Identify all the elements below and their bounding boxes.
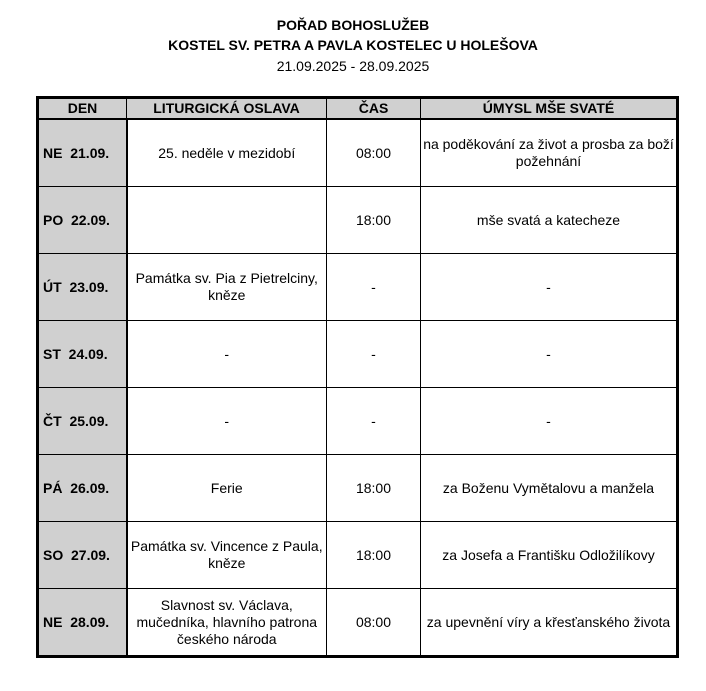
intention-cell: za Boženu Vymětalovu a manžela: [420, 454, 678, 522]
feast-cell: Ferie: [126, 454, 327, 522]
table-header: DEN LITURGICKÁ OSLAVA ČAS ÚMYSL MŠE SVAT…: [37, 97, 678, 120]
column-header: ÚMYSL MŠE SVATÉ: [420, 97, 678, 120]
table-row: NE 21.09. 25. neděle v mezidobí 08:00 na po…: [37, 118, 678, 187]
table-row: NE 28.09. Slavnost sv. Václava, mučedníka…: [37, 588, 678, 657]
feast-cell: Památka sv. Pia z Pietrelciny, kněze: [126, 253, 327, 321]
column-header: ČAS: [326, 97, 421, 120]
schedule-table: DEN LITURGICKÁ OSLAVA ČAS ÚMYSL MŠE SVAT…: [36, 96, 679, 658]
date-range: 21.09.2025 - 28.09.2025: [276, 58, 430, 74]
table-row: ÚT 23.09. Památka sv. Pia z Pietrelciny, …: [37, 253, 678, 321]
feast-cell: 25. neděle v mezidobí: [126, 118, 327, 187]
page-title: POŘAD BOHOSLUŽEB: [276, 17, 430, 33]
intention-cell: -: [420, 253, 678, 321]
day-cell: NE 21.09.: [37, 118, 128, 187]
table-row: ČT 25.09. - - -: [37, 387, 678, 455]
intention-cell: -: [420, 320, 678, 388]
time-cell: -: [326, 253, 421, 321]
column-header: LITURGICKÁ OSLAVA: [126, 97, 327, 120]
day-cell: PÁ 26.09.: [37, 454, 128, 522]
intention-cell: -: [420, 387, 678, 455]
table-row: ST 24.09. - - -: [37, 320, 678, 388]
feast-cell: -: [126, 320, 327, 388]
time-cell: 08:00: [326, 588, 421, 657]
intention-cell: mše svatá a katecheze: [420, 186, 678, 254]
intention-cell: na poděkování za život a prosba za boží …: [420, 118, 678, 187]
time-cell: 18:00: [326, 454, 421, 522]
day-cell: NE 28.09.: [37, 588, 128, 657]
feast-cell: [126, 186, 327, 254]
time-cell: -: [326, 320, 421, 388]
day-cell: ÚT 23.09.: [37, 253, 128, 321]
table-row: PÁ 26.09. Ferie 18:00 za Boženu Vymětalovu …: [37, 454, 678, 522]
day-cell: ČT 25.09.: [37, 387, 128, 455]
feast-cell: Památka sv. Vincence z Paula, kněze: [126, 521, 327, 589]
day-cell: SO 27.09.: [37, 521, 128, 589]
time-cell: 08:00: [326, 118, 421, 187]
church-name: KOSTEL SV. PETRA A PAVLA KOSTELEC U HOLE…: [168, 37, 538, 53]
time-cell: 18:00: [326, 521, 421, 589]
table-row: SO 27.09. Památka sv. Vincence z Paula, k…: [37, 521, 678, 589]
intention-cell: za upevnění víry a křesťanského života: [420, 588, 678, 657]
column-header: DEN: [37, 97, 127, 120]
time-cell: 18:00: [326, 186, 421, 254]
intention-cell: za Josefa a Františku Odložilíkovy: [420, 521, 678, 589]
day-cell: ST 24.09.: [37, 320, 128, 388]
day-cell: PO 22.09.: [37, 186, 128, 254]
table-row: PO 22.09. 18:00 mše svatá a katecheze: [37, 186, 678, 254]
feast-cell: -: [126, 387, 327, 455]
time-cell: -: [326, 387, 421, 455]
feast-cell: Slavnost sv. Václava, mučedníka, hlavníh…: [126, 588, 327, 657]
